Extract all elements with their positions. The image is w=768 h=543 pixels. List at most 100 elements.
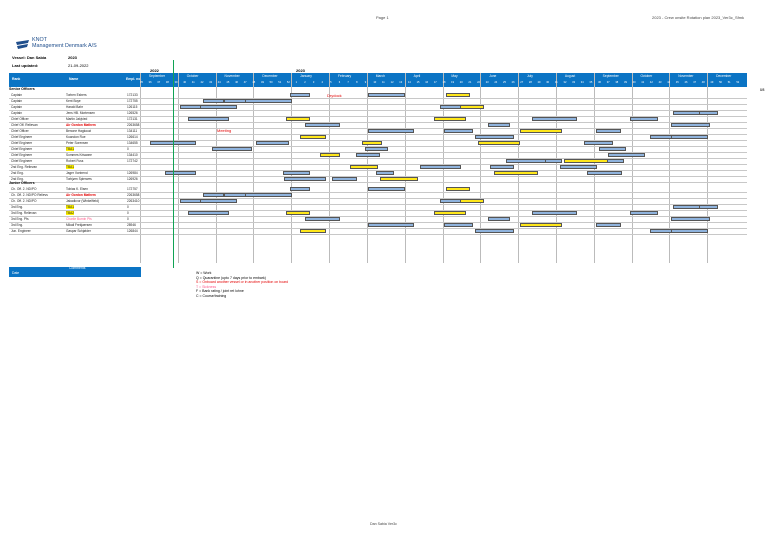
schedule-band (356, 152, 380, 157)
week-number: 49 (261, 81, 264, 84)
month-separator (404, 73, 406, 263)
month-separator (215, 73, 217, 263)
week-number: 20 (459, 81, 463, 84)
week-number: 49 (710, 81, 714, 84)
week-number: 37 (606, 81, 610, 84)
table-row[interactable]: 2nd Eng. Torbjørn Spierwes 126926 (9, 176, 747, 183)
table-row[interactable]: 3rd Eng. Mikail Frekjaersen 28946 (9, 222, 747, 229)
table-row[interactable]: 3rd Eng. Relievan TBA2 0 (9, 210, 747, 217)
vessel-label: Vessel: Dan Sabia (12, 55, 47, 60)
month-label: November (224, 74, 240, 78)
week-number: 23 (485, 81, 489, 84)
table-row[interactable]: Captain Harald Bahr 126115 (9, 104, 747, 111)
legend-item: Q = Quarantine (upto 7 days prior to emb… (196, 275, 266, 280)
table-row[interactable]: Chief Engineer Robert Fuss 172742 (9, 158, 747, 165)
table-row[interactable]: Captain Torben Esbers 172133 (9, 92, 747, 99)
week-number: 38 (165, 81, 169, 84)
legend: W = Work Q = Quarantine (upto 7 days pri… (196, 271, 288, 298)
table-row[interactable]: Ch. Off. 2. ND/PO Jakadkvor (Winkelfield)… (9, 198, 747, 205)
name-cell: TBA2 (66, 210, 74, 215)
table-row[interactable]: Ch. Off. 2. ND/PO Relievs Air Gordon Math… (9, 192, 747, 199)
week-number: 17 (433, 81, 437, 84)
week-number: 26 (511, 81, 515, 84)
rank-cell: Captain (11, 98, 22, 103)
company-line1: KNOT (32, 37, 47, 43)
month-label: November (678, 74, 694, 78)
week-number: 15 (416, 81, 420, 84)
name-cell: TBA1 (66, 164, 74, 169)
table-row[interactable]: Captain Jens HB. Mortensen 126526 (9, 110, 747, 117)
week-number: 51 (278, 81, 282, 84)
week-number: 7 (347, 81, 349, 84)
week-number: 45 (675, 81, 679, 84)
emp-no-cell: 172131 (127, 116, 138, 121)
schedule-band (290, 186, 310, 191)
table-row[interactable]: Chief Off. Relievan Air Gordon Mathem 2263… (9, 122, 747, 129)
month-separator (480, 73, 481, 263)
schedule-band (506, 158, 546, 163)
table-row[interactable]: 2nd Eng. Jager Vontrend 126984 (9, 170, 747, 177)
emp-no-cell: 134655 (127, 140, 138, 145)
schedule-band (584, 140, 613, 145)
week-number: 8 (356, 81, 358, 84)
schedule-band (444, 128, 473, 133)
table-row[interactable]: 3rd Eng. Pfs Charlie Burnin Pfs 0 (9, 216, 747, 223)
table-row[interactable]: Chief Officer Martin Jakjvied 172131 (9, 116, 747, 123)
schedule-band (650, 134, 672, 139)
week-number: 48 (701, 81, 705, 84)
name-cell: TBA1 (66, 204, 74, 209)
drydock-note: Drydock (327, 93, 342, 98)
month-separator (518, 73, 519, 263)
emp-no-cell: 126844 (127, 228, 138, 233)
table-row[interactable]: Ch. Off. 2. ND/PO Tobias K. Elsen 172757 (9, 186, 747, 193)
week-number: 11 (382, 81, 385, 84)
last-updated-label: Last updated: (12, 63, 39, 68)
table-row[interactable]: Chief Engineer Kuandon Rue 126614 (9, 134, 747, 141)
rank-cell: Chief Engineer (11, 158, 33, 163)
table-row[interactable]: 2nd Eng. Relievan TBA1 (9, 164, 747, 171)
month-separator (707, 73, 708, 263)
table-row[interactable]: Chief Engineer TBA1 0 (9, 146, 747, 153)
schedule-band (368, 186, 405, 191)
table-row[interactable]: Chief Engineer Sommes Krisware 134410 (9, 152, 747, 159)
knot-logo-icon (16, 40, 29, 49)
schedule-band (673, 110, 700, 115)
schedule-band (671, 216, 710, 221)
month-label: February (337, 74, 352, 78)
week-number: 36 (148, 81, 152, 84)
week-number: 4 (321, 81, 323, 84)
week-number: 40 (183, 81, 187, 84)
table-row[interactable]: Chief Officer Benone Hagkouzi 134111 (9, 128, 747, 135)
rank-cell: 3rd Eng. (11, 222, 24, 227)
schedule-band (245, 192, 292, 197)
rank-cell: 2nd Eng. Relievan (11, 164, 38, 169)
date-comments-header (9, 267, 141, 277)
name-cell: Benone Hagkouzi (66, 128, 92, 133)
month-label: August (564, 74, 576, 78)
month-separator (329, 73, 330, 263)
schedule-band (494, 170, 538, 175)
week-number: 2 (304, 81, 306, 84)
emp-no-cell: 134111 (127, 128, 138, 133)
emp-no-cell: 172133 (127, 92, 138, 97)
name-cell: Jens HB. Mortensen (66, 110, 95, 115)
table-row[interactable]: Jun. Engineer Gaspar Schjølder 126844 (9, 228, 747, 235)
week-number: 25 (503, 81, 506, 84)
week-number: 43 (209, 81, 213, 84)
week-number: 43 (658, 81, 662, 84)
name-cell: Kuandon Rue (66, 134, 86, 139)
emp-no-cell: 2263410 (127, 198, 140, 203)
year-label: 2023 (296, 68, 305, 73)
emp-no-cell: 172742 (127, 158, 138, 163)
emp-no-cell: 0 (127, 210, 129, 215)
table-row[interactable]: 3rd Eng. TBA1 0 (9, 204, 747, 211)
name-cell: Air Gordon Mathem (66, 122, 96, 127)
table-row[interactable]: Captain Kent Boye 172755 (9, 98, 747, 105)
rank-cell: Chief Off. Relievan (11, 122, 38, 127)
name-cell: Mikail Frekjaersen (66, 222, 92, 227)
emp-no-cell: 172757 (127, 186, 138, 191)
schedule-band (671, 122, 710, 127)
emp-no-header: Empl. no. (126, 77, 142, 81)
schedule-band (434, 116, 466, 121)
